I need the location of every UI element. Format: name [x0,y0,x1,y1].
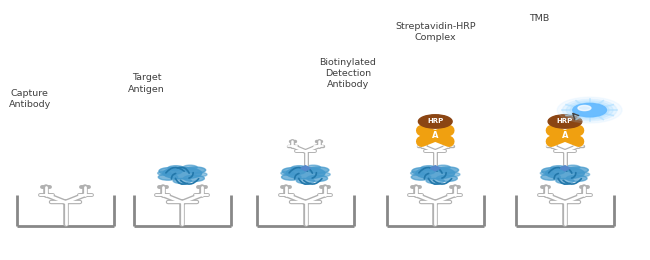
Text: HRP: HRP [427,119,443,125]
Ellipse shape [540,171,553,175]
Polygon shape [560,166,570,171]
Circle shape [566,101,613,119]
Polygon shape [301,166,311,171]
Ellipse shape [426,178,445,184]
Ellipse shape [416,167,455,179]
Ellipse shape [291,166,307,170]
Ellipse shape [411,174,431,180]
Circle shape [562,99,617,121]
Text: Streptavidin-HRP
Complex: Streptavidin-HRP Complex [395,22,476,42]
Ellipse shape [173,178,191,184]
Text: Capture
Antibody: Capture Antibody [8,89,51,109]
Ellipse shape [437,175,458,181]
Ellipse shape [282,167,306,175]
Ellipse shape [281,171,294,175]
Ellipse shape [317,172,330,177]
Ellipse shape [159,174,177,180]
Text: A: A [432,132,439,140]
Text: Biotinylated
Detection
Antibody: Biotinylated Detection Antibody [319,57,376,89]
Ellipse shape [436,165,450,170]
Ellipse shape [447,172,460,177]
Text: TMB: TMB [529,14,549,23]
Circle shape [578,106,591,110]
Text: Target
Antigen: Target Antigen [128,73,165,94]
Circle shape [557,97,622,123]
FancyBboxPatch shape [552,131,577,141]
FancyBboxPatch shape [423,131,448,141]
Text: A: A [562,132,568,140]
Circle shape [419,115,452,128]
Ellipse shape [183,165,197,170]
Ellipse shape [183,175,204,181]
Circle shape [570,102,609,118]
Ellipse shape [163,167,202,179]
Ellipse shape [412,167,436,175]
Ellipse shape [545,167,584,179]
Ellipse shape [438,167,459,173]
Ellipse shape [185,167,205,173]
Ellipse shape [286,167,325,179]
Ellipse shape [168,166,183,170]
Ellipse shape [307,175,328,181]
Ellipse shape [194,172,207,177]
Ellipse shape [158,171,171,175]
Ellipse shape [306,165,320,170]
Circle shape [573,103,606,117]
Ellipse shape [567,167,588,173]
Ellipse shape [541,174,560,180]
Ellipse shape [566,175,587,181]
Text: HRP: HRP [557,119,573,125]
Ellipse shape [296,178,315,184]
Ellipse shape [421,166,437,170]
Ellipse shape [159,167,182,175]
Polygon shape [430,166,440,171]
Ellipse shape [281,174,301,180]
Ellipse shape [411,171,424,175]
Ellipse shape [308,167,329,173]
Ellipse shape [551,166,566,170]
Ellipse shape [566,165,580,170]
Ellipse shape [577,172,590,177]
Ellipse shape [541,167,565,175]
Circle shape [548,115,582,128]
Ellipse shape [556,178,574,184]
